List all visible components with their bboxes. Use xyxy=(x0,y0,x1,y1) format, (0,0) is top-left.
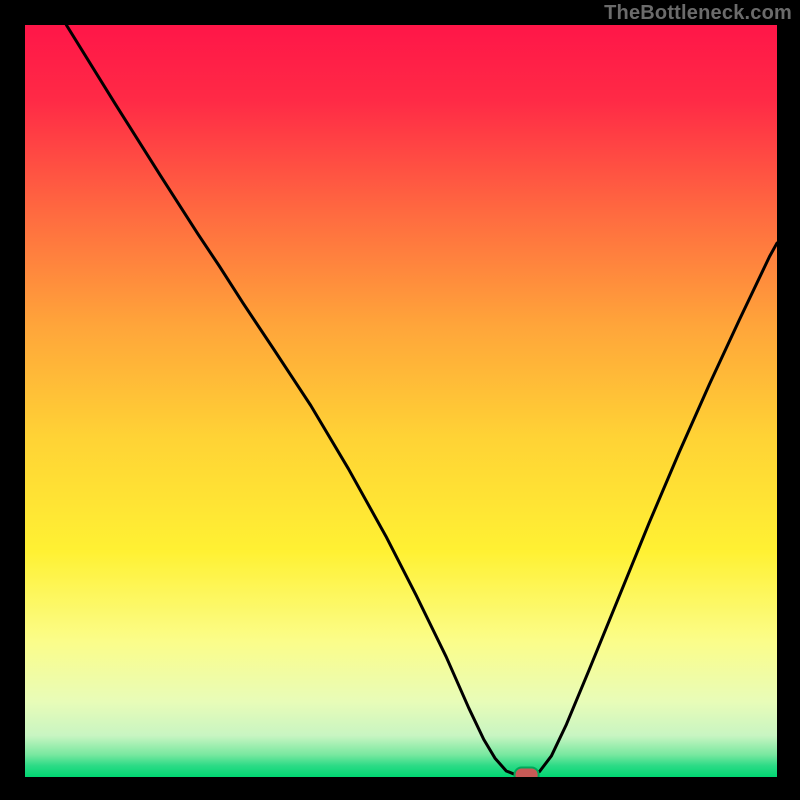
watermark-text: TheBottleneck.com xyxy=(604,2,792,25)
chart-frame: TheBottleneck.com xyxy=(0,0,800,800)
optimal-marker xyxy=(515,768,539,778)
bottleneck-chart xyxy=(25,25,777,777)
